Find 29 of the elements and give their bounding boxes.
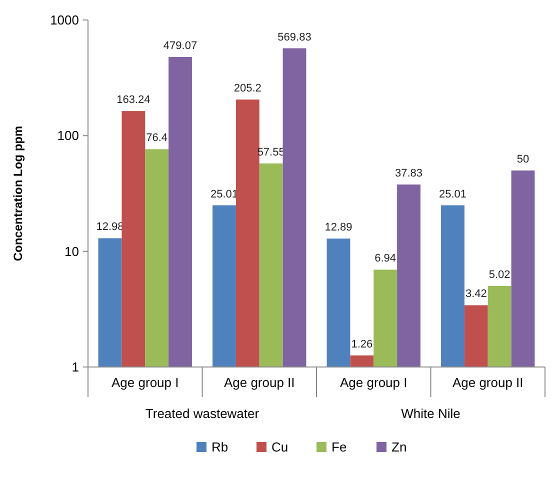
legend-label: Fe (332, 440, 347, 455)
data-label: 50 (516, 153, 530, 166)
data-label: 479.07 (163, 40, 198, 52)
data-label: 5.02 (488, 268, 510, 281)
data-label: 3.42 (465, 288, 487, 300)
data-label: 25.01 (210, 188, 238, 200)
y-axis-title: Concentration Log ppm (11, 126, 25, 262)
y-tick-label: 1 (72, 360, 79, 375)
data-label: 12.89 (324, 222, 352, 234)
y-tick-label: 100 (57, 128, 79, 144)
x-tick-label: Age group I (340, 375, 408, 390)
text: White Nile (401, 406, 460, 421)
x-tick-label: Age group II (224, 375, 295, 390)
x-tick-label: Age group I (112, 375, 179, 390)
y-tick-label: 10 (64, 244, 79, 259)
data-label: 25.01 (438, 188, 467, 200)
data-label: 1.26 (351, 338, 373, 350)
data-label: 37.83 (394, 167, 423, 180)
legend-label: Cu (272, 440, 288, 455)
data-label: 6.94 (374, 252, 396, 265)
text: Treated wastewater (145, 406, 260, 421)
data-label: 569.83 (278, 31, 312, 44)
legend-label: Zn (392, 440, 407, 455)
data-label: 163.24 (116, 94, 150, 106)
data-label: 76.4 (146, 132, 168, 144)
data-label: 205.2 (234, 82, 262, 95)
y-tick-label: 1000 (50, 12, 79, 28)
legend-label: Rb (212, 440, 228, 455)
x-tick-label: Age group II (452, 375, 524, 390)
